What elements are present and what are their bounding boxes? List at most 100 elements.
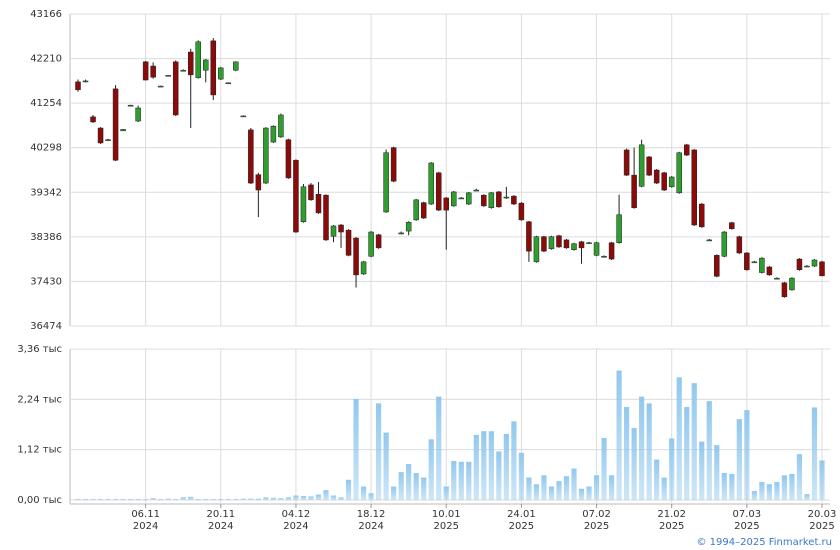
candle-body <box>240 115 247 118</box>
candle-body <box>683 144 690 156</box>
x-tick-label: 04.12 2024 <box>282 509 311 532</box>
x-tick-label: 20.11 2024 <box>206 509 235 532</box>
x-tick-label: 21.02 2025 <box>657 509 686 532</box>
volume-bar <box>541 475 547 500</box>
volume-bar <box>338 497 344 500</box>
volume-bar <box>255 498 261 500</box>
volume-bar <box>511 421 517 500</box>
volume-bar <box>781 475 788 500</box>
volume-bar <box>428 439 434 500</box>
candle-body <box>638 144 645 187</box>
volume-bar <box>578 488 585 500</box>
candle-body <box>82 80 89 83</box>
volume-bar <box>330 495 337 500</box>
volume-bar <box>112 499 119 500</box>
candle-body <box>338 224 344 233</box>
volume-bar <box>571 468 577 500</box>
volume-bar <box>518 452 524 500</box>
candle-body <box>248 129 254 184</box>
volume-bar <box>285 497 292 500</box>
volume-bar <box>248 498 254 500</box>
candle-body <box>676 152 682 194</box>
candle-body <box>203 59 209 71</box>
candle-body <box>195 41 201 78</box>
volume-bar <box>481 431 487 500</box>
candle-body <box>405 221 412 232</box>
volume-bar <box>593 475 600 500</box>
volume-bar <box>451 460 457 500</box>
volume-tick-label: 0,00 тыс <box>17 495 62 506</box>
volume-bar <box>323 490 329 500</box>
candle-body <box>518 202 525 221</box>
candle-body <box>736 236 743 254</box>
volume-bar <box>82 499 89 500</box>
volume-bar <box>180 497 186 500</box>
candle-body <box>781 282 788 298</box>
volume-tick-label: 2,24 тыс <box>17 394 62 405</box>
candle-body <box>308 184 314 201</box>
candle-body <box>691 149 697 226</box>
candle-body <box>330 225 337 237</box>
volume-bar <box>143 499 149 500</box>
volume-bar <box>458 461 464 500</box>
volume-bar <box>210 499 216 500</box>
x-tick-label: 20.03 2025 <box>808 509 837 532</box>
candle-body <box>699 203 705 228</box>
volume-bar <box>90 499 96 500</box>
volume-bar <box>601 437 607 500</box>
candle-body <box>473 189 480 192</box>
candle-body <box>293 159 299 233</box>
volume-bar <box>270 497 276 500</box>
volume-bar <box>736 419 742 500</box>
candle-body <box>789 277 795 291</box>
volume-bar <box>811 407 818 500</box>
volume-bar <box>669 438 675 500</box>
x-tick-label: 18.12 2024 <box>357 509 386 532</box>
volume-bar <box>413 473 419 500</box>
candle-body <box>120 129 126 132</box>
volume-bar <box>639 396 645 500</box>
candle-body <box>345 229 352 256</box>
candle-body <box>616 214 622 243</box>
volume-bar <box>263 497 269 500</box>
candle-body <box>578 241 585 249</box>
y-tick-label: 42210 <box>30 54 62 65</box>
volume-bar <box>751 491 757 500</box>
volume-bar <box>353 398 359 500</box>
volume-bar <box>714 445 720 500</box>
volume-bar <box>721 473 727 500</box>
volume-bar <box>466 461 472 500</box>
candle-body <box>774 277 780 280</box>
volume-bar <box>398 472 404 500</box>
volume-bar <box>503 433 509 500</box>
candle-body <box>270 125 277 143</box>
volume-bar <box>128 499 134 500</box>
volume-bar <box>233 499 239 500</box>
candle-body <box>323 194 329 241</box>
volume-bar <box>165 498 171 500</box>
candle-body <box>511 195 517 205</box>
candle-body <box>593 242 600 256</box>
candle-body <box>541 236 547 252</box>
candle-body <box>135 107 141 122</box>
volume-bar <box>225 499 231 500</box>
candle-body <box>668 176 675 188</box>
candle-body <box>751 261 758 264</box>
y-tick-label: 43166 <box>30 9 62 20</box>
volume-bar <box>548 486 555 500</box>
volume-bar <box>789 473 795 500</box>
volume-bar <box>804 494 810 500</box>
volume-bar <box>488 431 494 500</box>
candle-body <box>526 221 532 252</box>
candle-body <box>90 116 96 123</box>
volume-bar <box>706 401 712 500</box>
y-tick-label: 39342 <box>30 187 62 198</box>
x-tick-label: 06.11 2024 <box>131 509 160 532</box>
candle-body <box>180 69 186 72</box>
candle-body <box>172 61 179 116</box>
candle-body <box>811 259 818 267</box>
volume-bar <box>443 486 449 500</box>
volume-bar <box>368 493 374 500</box>
candle-body <box>653 169 660 184</box>
candle-body <box>646 156 652 176</box>
